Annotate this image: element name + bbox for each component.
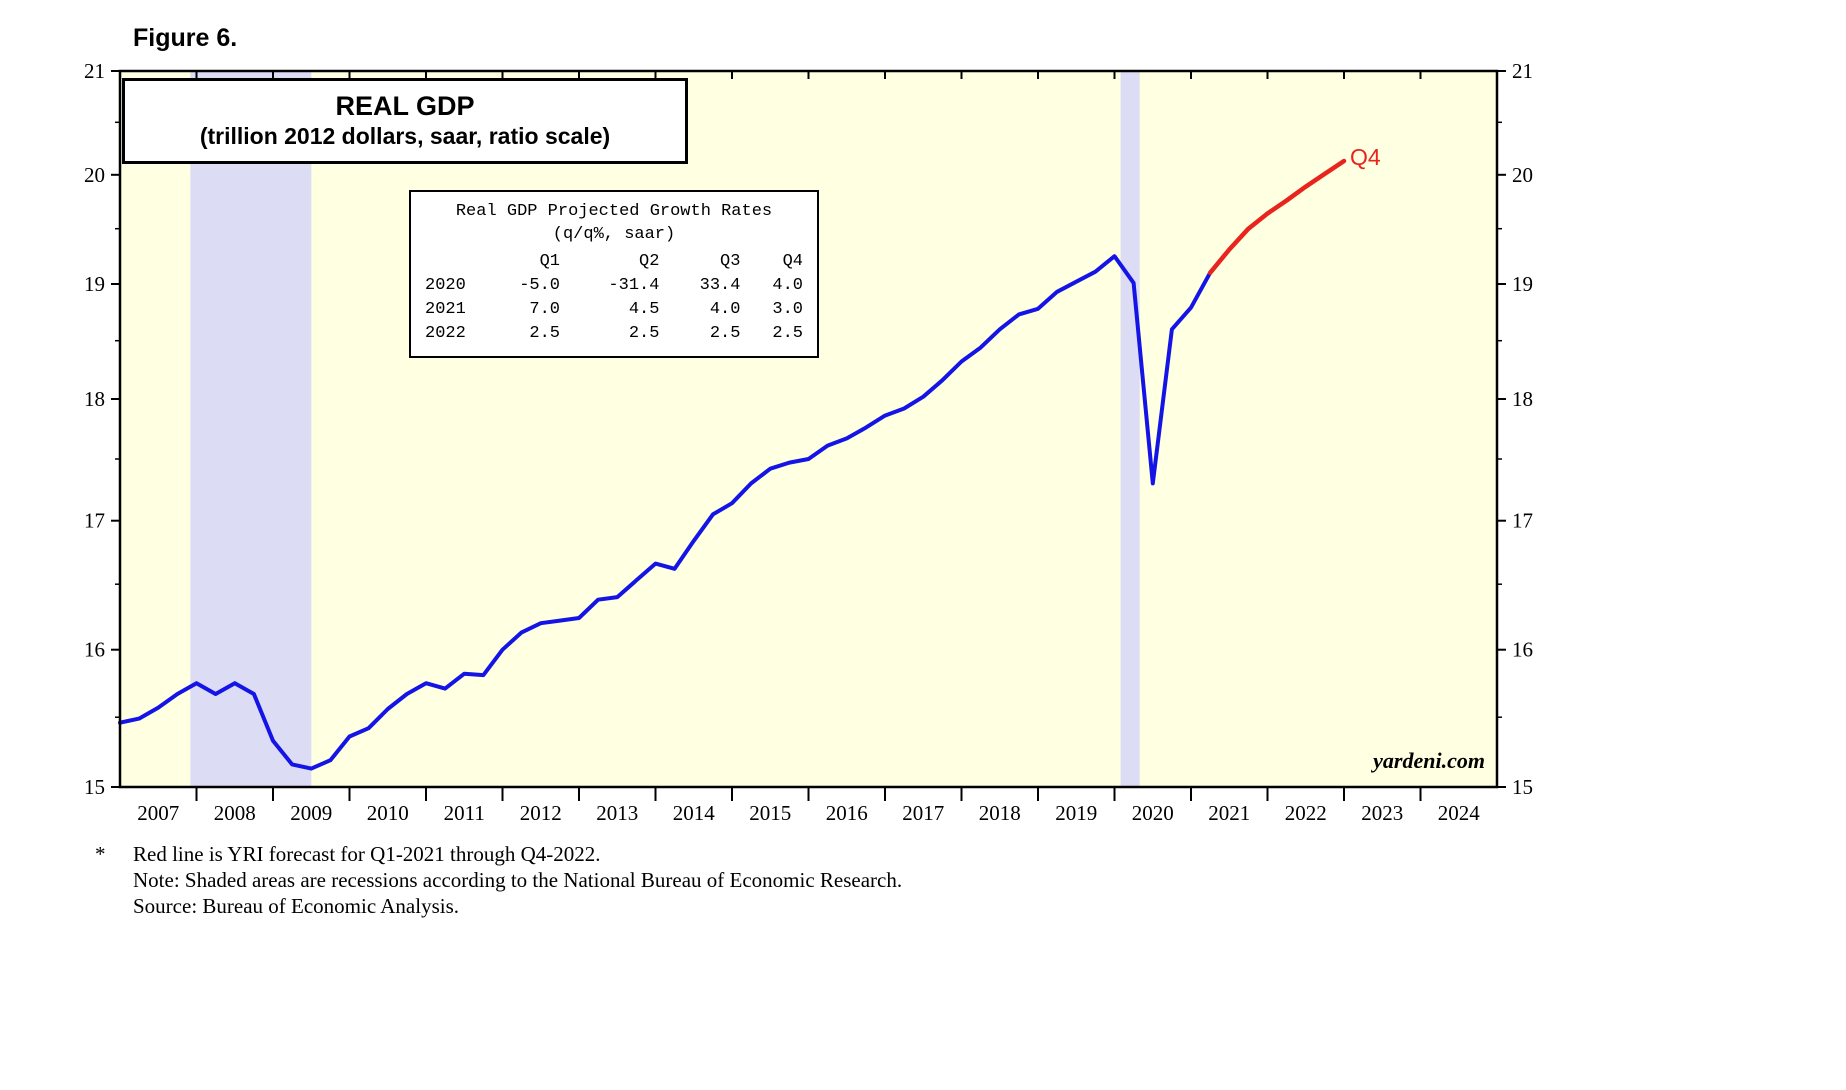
growth-table-value: 2.5 — [709, 324, 741, 343]
y-tick-label: 17 — [84, 509, 105, 533]
growth-table-value: 4.0 — [772, 276, 803, 295]
growth-table-value: -5.0 — [519, 276, 560, 295]
y-tick-label: 19 — [1512, 272, 1533, 296]
x-tick-label: 2016 — [826, 801, 868, 825]
gdp-line-forecast — [1207, 158, 1347, 276]
x-tick-label: 2022 — [1285, 801, 1327, 825]
plot-area — [120, 71, 1497, 787]
x-tick-label: 2019 — [1055, 801, 1097, 825]
forecast-end-label: Q4 — [1350, 144, 1381, 170]
growth-table-corner-cell — [423, 250, 481, 274]
footnote-line: Source: Bureau of Economic Analysis. — [95, 893, 902, 919]
x-tick-label: 2011 — [444, 801, 485, 825]
watermark: yardeni.com — [1373, 748, 1485, 773]
footnote-spacer — [95, 893, 133, 919]
y-tick-label: 19 — [84, 272, 105, 296]
x-tick-label: 2013 — [596, 801, 638, 825]
y-tick-label: 21 — [1512, 59, 1533, 83]
growth-table-value: 33.4 — [699, 276, 741, 295]
y-tick-label: 20 — [84, 163, 105, 187]
growth-table: Q1 Q2 Q3 Q4 2020 -5.0 -31.4 33.4 4.0 2021 7.0 4.5 4… — [423, 250, 805, 346]
growth-table-year: 2021 — [425, 300, 466, 319]
growth-table-row: 2020 -5.0 -31.4 33.4 4.0 — [423, 274, 805, 298]
x-tick-label: 2012 — [520, 801, 562, 825]
x-tick-label: 2021 — [1208, 801, 1250, 825]
y-tick-label: 16 — [1512, 638, 1533, 662]
y-tick-label: 18 — [84, 387, 105, 411]
growth-rates-box: Real GDP Projected Growth Rates (q/q%, s… — [409, 190, 819, 358]
growth-table-col-header: Q3 — [720, 252, 741, 271]
chart-title-box: REAL GDP (trillion 2012 dollars, saar, r… — [122, 78, 688, 164]
growth-table-value: 4.5 — [628, 300, 660, 319]
growth-table-col-header: Q2 — [639, 252, 660, 271]
y-tick-label: 15 — [84, 775, 105, 799]
footnote-spacer — [95, 867, 133, 893]
growth-table-col-header: Q4 — [782, 252, 803, 271]
recession-band — [1120, 71, 1140, 787]
growth-table-header-row: Q1 Q2 Q3 Q4 — [423, 250, 805, 274]
growth-table-year: 2022 — [425, 324, 466, 343]
footnote-text: Note: Shaded areas are recessions accord… — [133, 868, 903, 892]
chart-subtitle: (trillion 2012 dollars, saar, ratio scal… — [199, 123, 611, 149]
y-tick-label: 16 — [84, 638, 105, 662]
growth-table-year: 2020 — [425, 276, 466, 295]
growth-table-value: 2.5 — [529, 324, 560, 343]
growth-table-row: 2022 2.5 2.5 2.5 2.5 — [423, 322, 805, 346]
footnote-star: * — [95, 842, 106, 866]
x-tick-label: 2008 — [214, 801, 256, 825]
footnote-text: Source: Bureau of Economic Analysis. — [133, 894, 460, 918]
growth-table-value: 2.5 — [772, 324, 803, 343]
growth-table-value: 3.0 — [772, 300, 803, 319]
x-tick-label: 2023 — [1361, 801, 1403, 825]
y-tick-label: 20 — [1512, 163, 1533, 187]
growth-table-subtitle: (q/q%, saar) — [552, 225, 676, 244]
y-tick-label: 18 — [1512, 387, 1533, 411]
x-tick-label: 2009 — [290, 801, 332, 825]
x-tick-label: 2007 — [137, 801, 179, 825]
figure-label: Figure 6. — [133, 24, 238, 52]
x-tick-label: 2024 — [1438, 801, 1481, 825]
growth-table-col-header: Q1 — [539, 252, 560, 271]
recession-band — [190, 71, 312, 787]
x-tick-label: 2018 — [979, 801, 1021, 825]
x-tick-label: 2014 — [673, 801, 716, 825]
footnote-text: Red line is YRI forecast for Q1-2021 thr… — [133, 842, 601, 866]
growth-table-value: 7.0 — [529, 300, 560, 319]
footnotes: * Red line is YRI forecast for Q1-2021 t… — [95, 841, 902, 919]
x-tick-label: 2010 — [367, 801, 409, 825]
growth-table-title: Real GDP Projected Growth Rates — [455, 202, 773, 221]
growth-table-row: 2021 7.0 4.5 4.0 3.0 — [423, 298, 805, 322]
y-tick-label: 15 — [1512, 775, 1533, 799]
growth-table-value: 2.5 — [628, 324, 660, 343]
gdp-line-actual — [118, 254, 1213, 771]
y-tick-label: 17 — [1512, 509, 1533, 533]
footnote-line: * Red line is YRI forecast for Q1-2021 t… — [95, 841, 902, 867]
chart-title: REAL GDP — [335, 91, 475, 121]
footnote-line: Note: Shaded areas are recessions accord… — [95, 867, 902, 893]
growth-table-value: -31.4 — [608, 276, 660, 295]
x-tick-label: 2017 — [902, 801, 944, 825]
x-tick-label: 2015 — [749, 801, 791, 825]
x-tick-label: 2020 — [1132, 801, 1174, 825]
growth-table-value: 4.0 — [709, 300, 741, 319]
y-tick-label: 21 — [84, 59, 105, 83]
